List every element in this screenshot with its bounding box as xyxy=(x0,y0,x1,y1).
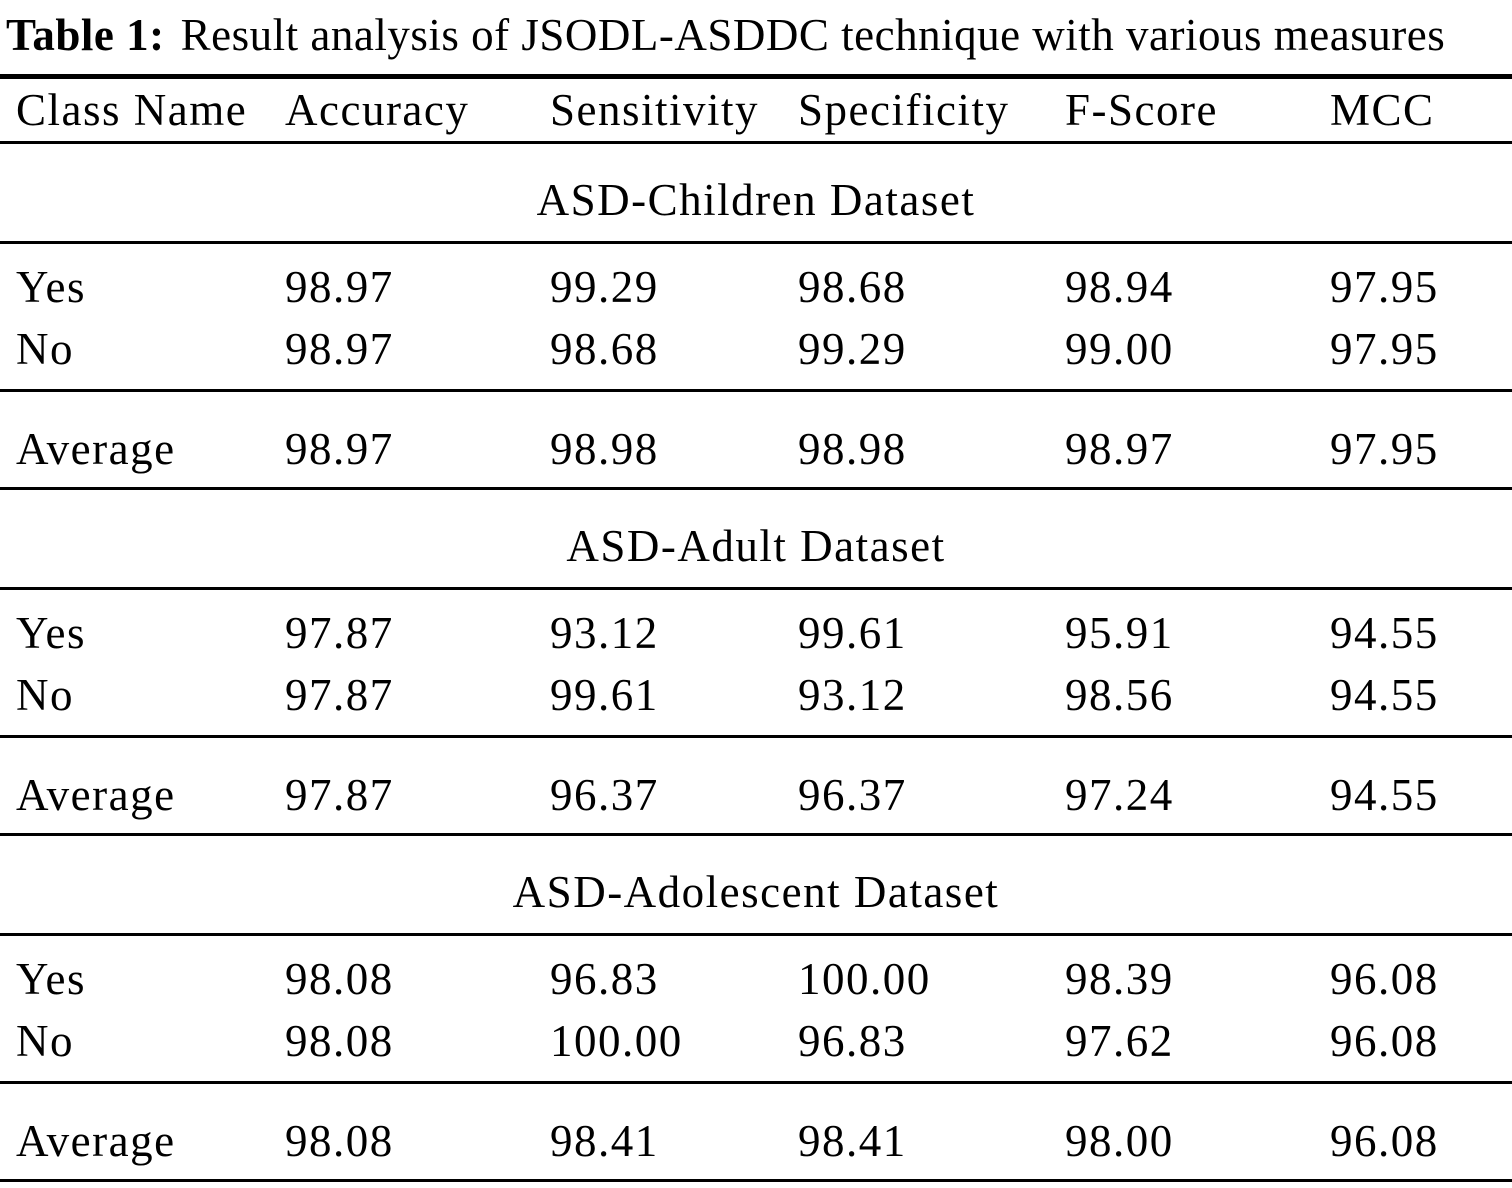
column-header-specificity: Specificity xyxy=(798,85,1010,135)
table-row: Average 97.87 96.37 96.37 97.24 94.55 xyxy=(0,737,1512,835)
section-title: ASD-Children Dataset xyxy=(536,175,976,225)
cell-value: 96.83 xyxy=(798,1016,907,1066)
cell-value: 98.39 xyxy=(1065,954,1174,1004)
cell-value: 97.95 xyxy=(1330,262,1439,312)
results-table: Class Name Accuracy Sensitivity Specific… xyxy=(0,74,1512,1182)
row-label: Yes xyxy=(16,954,86,1004)
cell-value: 93.12 xyxy=(550,608,659,658)
cell-value: 99.29 xyxy=(550,262,659,312)
cell-value: 98.68 xyxy=(798,262,907,312)
cell-value: 98.00 xyxy=(1065,1116,1174,1166)
cell-value: 100.00 xyxy=(550,1016,683,1066)
row-label: Average xyxy=(16,424,176,474)
table-caption-label: Table 1: xyxy=(6,10,165,60)
cell-value: 96.08 xyxy=(1330,1116,1439,1166)
cell-value: 94.55 xyxy=(1330,608,1439,658)
column-header-mcc: MCC xyxy=(1330,85,1435,135)
row-label: No xyxy=(16,1016,74,1066)
section-title: ASD-Adolescent Dataset xyxy=(512,867,1000,917)
cell-value: 97.87 xyxy=(285,608,394,658)
table-row: No 98.08 100.00 96.83 97.62 96.08 xyxy=(0,1010,1512,1083)
cell-value: 98.41 xyxy=(798,1116,907,1166)
section-title: ASD-Adult Dataset xyxy=(566,521,946,571)
section-header-row: ASD-Adolescent Dataset xyxy=(0,835,1512,935)
cell-value: 99.61 xyxy=(798,608,907,658)
table-row: No 97.87 99.61 93.12 98.56 94.55 xyxy=(0,664,1512,737)
cell-value: 100.00 xyxy=(798,954,931,1004)
cell-value: 98.08 xyxy=(285,954,394,1004)
table-row: Average 98.08 98.41 98.41 98.00 96.08 xyxy=(0,1083,1512,1181)
cell-value: 96.08 xyxy=(1330,1016,1439,1066)
table-caption: Table 1: Result analysis of JSODL-ASDDC t… xyxy=(6,9,1512,61)
cell-value: 93.12 xyxy=(798,670,907,720)
cell-value: 99.29 xyxy=(798,324,907,374)
cell-value: 97.62 xyxy=(1065,1016,1174,1066)
cell-value: 99.61 xyxy=(550,670,659,720)
row-label: Average xyxy=(16,770,176,820)
row-label: Average xyxy=(16,1116,176,1166)
cell-value: 98.94 xyxy=(1065,262,1174,312)
cell-value: 98.08 xyxy=(285,1016,394,1066)
cell-value: 97.87 xyxy=(285,670,394,720)
cell-value: 96.83 xyxy=(550,954,659,1004)
table-caption-text: Result analysis of JSODL-ASDDC technique… xyxy=(180,10,1446,60)
table-figure: Table 1: Result analysis of JSODL-ASDDC t… xyxy=(0,9,1512,1182)
row-label: No xyxy=(16,670,74,720)
cell-value: 98.97 xyxy=(285,424,394,474)
cell-value: 98.56 xyxy=(1065,670,1174,720)
cell-value: 98.97 xyxy=(1065,424,1174,474)
cell-value: 94.55 xyxy=(1330,770,1439,820)
cell-value: 98.41 xyxy=(550,1116,659,1166)
section-header-row: ASD-Adult Dataset xyxy=(0,489,1512,589)
cell-value: 96.37 xyxy=(798,770,907,820)
table-row: Yes 98.08 96.83 100.00 98.39 96.08 xyxy=(0,935,1512,1011)
cell-value: 99.00 xyxy=(1065,324,1174,374)
table-row: Average 98.97 98.98 98.98 98.97 97.95 xyxy=(0,391,1512,489)
cell-value: 98.97 xyxy=(285,324,394,374)
section-header-row: ASD-Children Dataset xyxy=(0,143,1512,243)
column-header-class-name: Class Name xyxy=(16,85,248,135)
column-header-sensitivity: Sensitivity xyxy=(550,85,760,135)
cell-value: 97.24 xyxy=(1065,770,1174,820)
column-header-f-score: F-Score xyxy=(1065,85,1218,135)
cell-value: 98.98 xyxy=(550,424,659,474)
cell-value: 98.97 xyxy=(285,262,394,312)
cell-value: 94.55 xyxy=(1330,670,1439,720)
table-row: No 98.97 98.68 99.29 99.00 97.95 xyxy=(0,318,1512,391)
row-label: Yes xyxy=(16,262,86,312)
cell-value: 97.95 xyxy=(1330,324,1439,374)
column-header-accuracy: Accuracy xyxy=(285,85,470,135)
cell-value: 97.95 xyxy=(1330,424,1439,474)
header-row: Class Name Accuracy Sensitivity Specific… xyxy=(0,77,1512,143)
cell-value: 96.37 xyxy=(550,770,659,820)
cell-value: 98.68 xyxy=(550,324,659,374)
cell-value: 95.91 xyxy=(1065,608,1174,658)
cell-value: 98.08 xyxy=(285,1116,394,1166)
cell-value: 96.08 xyxy=(1330,954,1439,1004)
table-row: Yes 97.87 93.12 99.61 95.91 94.55 xyxy=(0,589,1512,665)
table-row: Yes 98.97 99.29 98.68 98.94 97.95 xyxy=(0,243,1512,319)
row-label: No xyxy=(16,324,74,374)
row-label: Yes xyxy=(16,608,86,658)
cell-value: 98.98 xyxy=(798,424,907,474)
cell-value: 97.87 xyxy=(285,770,394,820)
